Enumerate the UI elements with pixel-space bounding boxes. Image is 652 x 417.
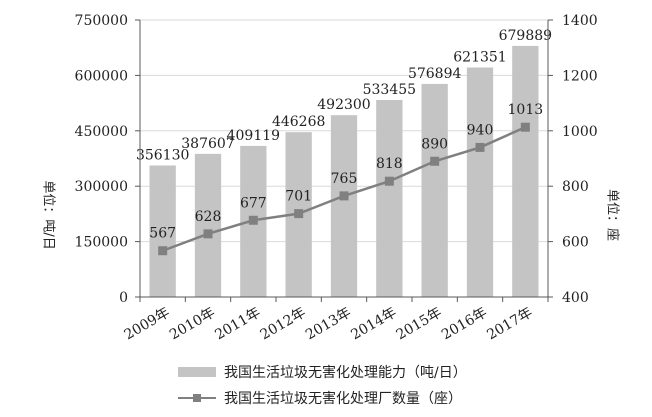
bar-value-label: 533455 xyxy=(363,82,416,98)
bar-value-label: 356130 xyxy=(136,147,189,163)
left-tick-label: 300000 xyxy=(75,179,128,195)
line-point xyxy=(430,156,440,166)
legend-line-label: 我国生活垃圾无害化处理厂数量（座） xyxy=(224,391,462,407)
line-point xyxy=(384,176,394,186)
legend: 我国生活垃圾无害化处理能力（吨/日） 我国生活垃圾无害化处理厂数量（座） xyxy=(178,365,467,407)
bar-value-label: 492300 xyxy=(317,97,370,113)
left-tick-label: 600000 xyxy=(75,68,128,84)
line-value-label: 765 xyxy=(331,171,358,187)
line-point xyxy=(520,122,530,132)
bar-value-label: 679889 xyxy=(499,28,552,44)
line-value-label: 701 xyxy=(285,189,312,205)
x-tick-label: 2012年 xyxy=(258,305,309,344)
line-value-label: 890 xyxy=(421,136,448,152)
legend-bar-label: 我国生活垃圾无害化处理能力（吨/日） xyxy=(224,365,467,381)
bar-value-label: 576894 xyxy=(408,66,462,82)
legend-line-marker xyxy=(193,394,201,402)
left-tick-label: 450000 xyxy=(75,124,128,140)
line-value-label: 567 xyxy=(149,226,176,242)
line-value-label: 677 xyxy=(240,195,267,211)
bar xyxy=(194,153,222,297)
bar xyxy=(466,67,494,297)
line-data-labels: 567 628 677 701 765 818 890 940 1013 xyxy=(149,102,543,242)
x-tick-label: 2015年 xyxy=(394,305,445,344)
bar xyxy=(149,165,176,297)
x-tick-label: 2016年 xyxy=(439,305,490,344)
right-tick-label: 1200 xyxy=(562,68,598,84)
axes xyxy=(139,20,549,298)
x-tick-label: 2014年 xyxy=(348,305,399,344)
left-tick-label: 750000 xyxy=(75,13,128,29)
left-axis-ticks: 0 150000 300000 450000 600000 750000 xyxy=(75,13,140,306)
bar xyxy=(421,83,448,298)
line-point xyxy=(158,246,168,256)
x-tick-label: 2009年 xyxy=(122,305,173,344)
bar-data-labels: 3561303876074091194462684923005334555768… xyxy=(136,28,552,164)
line-point xyxy=(248,215,258,225)
line-value-label: 940 xyxy=(467,122,494,138)
line-value-label: 1013 xyxy=(508,102,544,118)
line-point xyxy=(339,191,349,201)
bar-value-label: 446268 xyxy=(272,114,325,130)
bar xyxy=(330,115,358,297)
x-tick-label: 2011年 xyxy=(212,305,263,344)
right-tick-label: 800 xyxy=(562,179,589,195)
legend-bar-swatch xyxy=(178,367,216,377)
right-axis-ticks: 400 600 800 1000 1200 1400 xyxy=(548,13,598,306)
right-tick-label: 1400 xyxy=(562,13,598,29)
right-tick-label: 400 xyxy=(562,290,589,306)
right-tick-label: 600 xyxy=(562,235,589,251)
line-point xyxy=(294,209,304,219)
x-tick-label: 2017年 xyxy=(484,305,535,344)
line-value-label: 628 xyxy=(195,209,222,225)
line-series xyxy=(158,122,530,256)
x-axis-ticks: 2009年2010年2011年2012年2013年2014年2015年2016年… xyxy=(122,297,549,344)
left-tick-label: 150000 xyxy=(75,235,128,251)
bar-value-label: 387607 xyxy=(181,136,234,152)
line-value-label: 818 xyxy=(376,156,403,172)
left-tick-label: 0 xyxy=(119,290,128,306)
right-tick-label: 1000 xyxy=(562,124,598,140)
bar-value-label: 409119 xyxy=(227,128,280,144)
bar-value-label: 621351 xyxy=(453,50,506,66)
x-tick-label: 2013年 xyxy=(303,305,354,344)
bar xyxy=(376,99,403,297)
line-point xyxy=(475,142,485,152)
line-point xyxy=(203,229,213,239)
bar xyxy=(512,45,539,297)
left-axis-label: 单位：吨/日 xyxy=(41,180,56,249)
right-axis-label: 单位：座 xyxy=(605,189,620,241)
x-tick-label: 2010年 xyxy=(167,305,218,344)
